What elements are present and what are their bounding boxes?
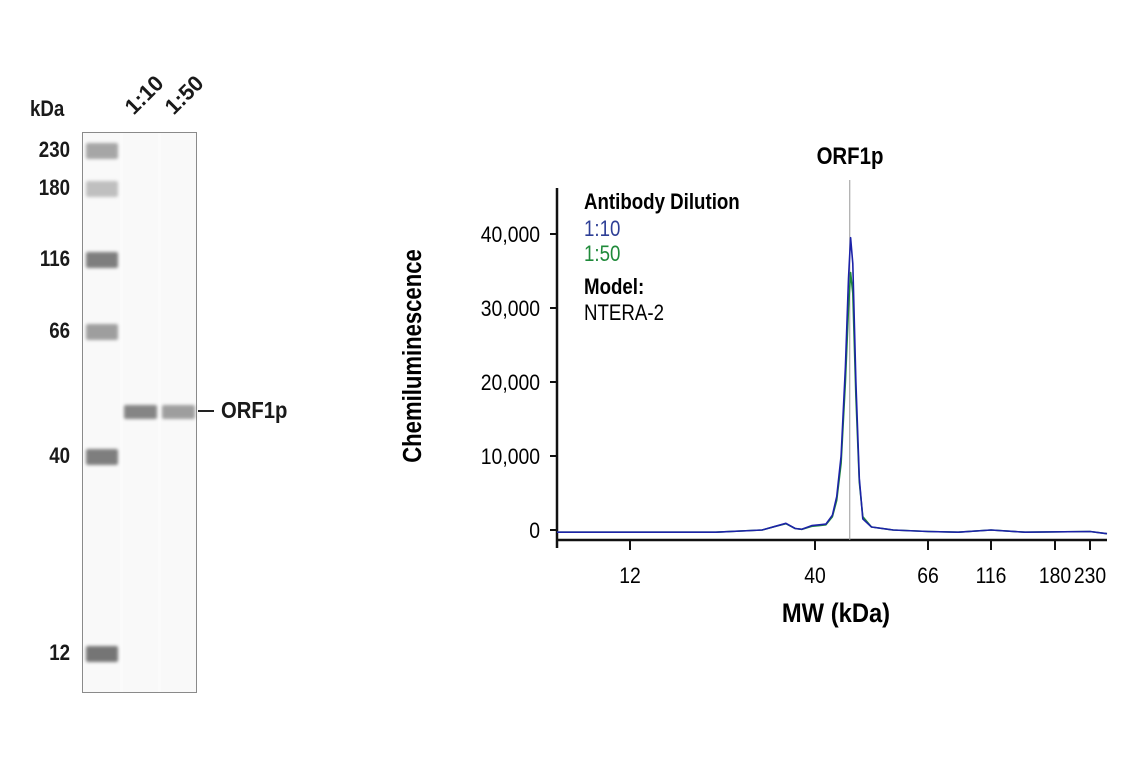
y-tick-label: 0: [529, 519, 540, 543]
legend-item-1-10: 1:10: [584, 218, 620, 242]
orf1p-pointer-line: [198, 410, 214, 412]
x-tick-label: 230: [1074, 564, 1106, 588]
legend-title: Antibody Dilution: [584, 191, 740, 215]
ladder-band-40: [86, 449, 118, 465]
gel-image: [82, 132, 197, 693]
marker-label-180: 180: [38, 175, 70, 200]
legend-item-1-50: 1:50: [584, 243, 620, 267]
ladder-band-66: [86, 324, 118, 340]
ladder-band-230: [86, 143, 118, 159]
legend-model-value: NTERA-2: [584, 302, 664, 326]
x-tick-label: 66: [917, 564, 939, 588]
ladder-lane: [84, 133, 120, 692]
x-tick-label: 116: [976, 564, 1007, 588]
x-axis-title: MW (kDa): [782, 599, 890, 629]
x-tick-label: 40: [804, 564, 826, 588]
marker-label-12: 12: [49, 640, 70, 665]
ladder-band-116: [86, 252, 118, 268]
marker-label-230: 230: [38, 137, 70, 162]
y-axis-title: Chemiluminescence: [398, 249, 427, 463]
x-tick-label: 180: [1039, 564, 1071, 588]
y-tick-label: 30,000: [481, 297, 540, 321]
y-tick-label: 20,000: [481, 371, 540, 395]
orf1p-peak-label: ORF1p: [817, 142, 884, 169]
y-tick-label: 40,000: [481, 223, 540, 247]
marker-label-40: 40: [49, 443, 70, 468]
ladder-band-12: [86, 646, 118, 662]
orf1p-band-1-50: [162, 405, 195, 419]
y-tick-label: 10,000: [481, 445, 540, 469]
x-tick-label: 12: [619, 564, 641, 588]
legend-model-title: Model:: [584, 276, 644, 300]
marker-label-66: 66: [49, 318, 70, 343]
series-line-1-10: [557, 236, 1108, 535]
kda-label: kDa: [30, 96, 65, 121]
ladder-band-180: [86, 181, 118, 197]
orf1p-gel-label: ORF1p: [221, 397, 288, 423]
orf1p-band-1-10: [124, 405, 157, 419]
marker-label-116: 116: [39, 246, 70, 271]
